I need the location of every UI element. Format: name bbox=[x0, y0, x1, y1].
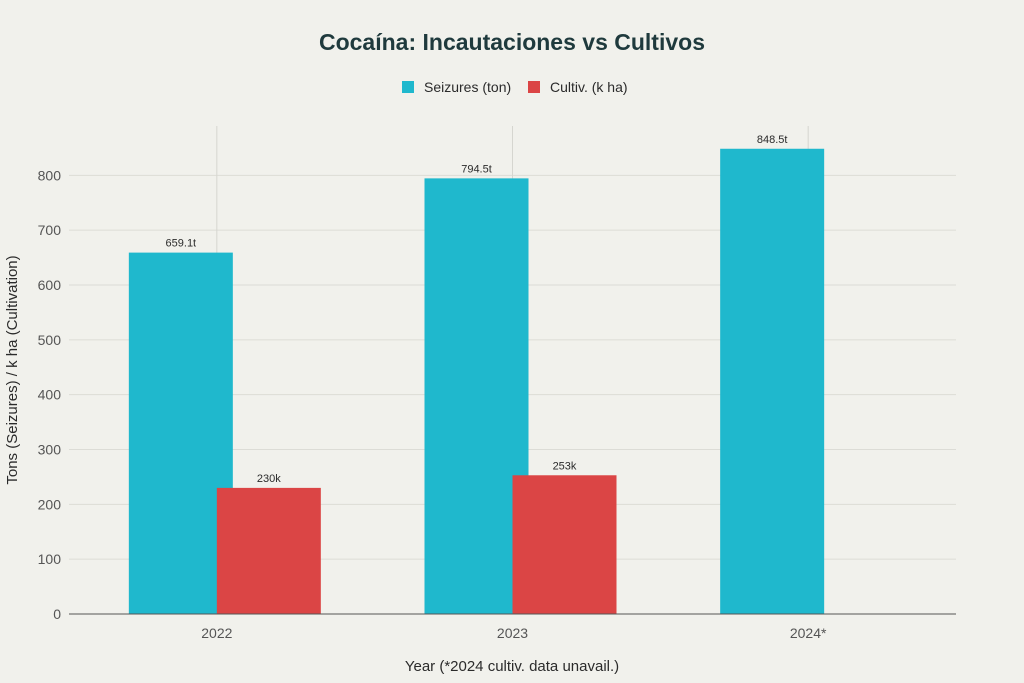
bar-cultivation-2022 bbox=[216, 487, 321, 614]
bars bbox=[128, 148, 825, 615]
bar-seizures-2023 bbox=[424, 178, 529, 614]
data-label-seizures-2022: 659.1t bbox=[166, 238, 197, 250]
legend-label-cultivation: Cultiv. (k ha) bbox=[550, 79, 628, 95]
x-tick-2022: 2022 bbox=[201, 625, 232, 641]
data-labels: 659.1t 230k 794.5t 253k 848.5t bbox=[166, 134, 788, 485]
y-axis-label: Tons (Seizures) / k ha (Cultivation) bbox=[4, 255, 21, 484]
legend-label-seizures: Seizures (ton) bbox=[424, 79, 511, 95]
y-tick-700: 700 bbox=[38, 222, 62, 238]
y-tick-200: 200 bbox=[38, 496, 62, 512]
x-tick-labels: 2022 2023 2024* bbox=[201, 625, 827, 641]
data-label-seizures-2024*: 848.5t bbox=[757, 134, 788, 146]
y-tick-labels: 0 100 200 300 400 500 600 700 800 bbox=[38, 167, 62, 622]
x-tick-2024*: 2024* bbox=[790, 625, 827, 641]
legend-swatch-cultivation bbox=[528, 81, 540, 93]
bar-seizures-2022 bbox=[128, 252, 233, 615]
y-tick-0: 0 bbox=[53, 606, 61, 622]
legend: Seizures (ton) Cultiv. (k ha) bbox=[402, 79, 628, 95]
legend-swatch-seizures bbox=[402, 81, 414, 93]
chart-title: Cocaína: Incautaciones vs Cultivos bbox=[319, 29, 705, 55]
x-tick-2023: 2023 bbox=[497, 625, 528, 641]
data-label-cultivation-2023: 253k bbox=[553, 460, 577, 472]
y-tick-800: 800 bbox=[38, 167, 62, 183]
y-tick-500: 500 bbox=[38, 332, 62, 348]
bar-cultivation-2023 bbox=[512, 475, 617, 614]
y-tick-100: 100 bbox=[38, 551, 62, 567]
data-label-cultivation-2022: 230k bbox=[257, 473, 281, 485]
bar-seizures-2024* bbox=[720, 148, 825, 614]
y-tick-600: 600 bbox=[38, 277, 62, 293]
y-tick-300: 300 bbox=[38, 442, 62, 458]
data-label-seizures-2023: 794.5t bbox=[461, 163, 492, 175]
y-tick-400: 400 bbox=[38, 387, 62, 403]
x-axis-label: Year (*2024 cultiv. data unavail.) bbox=[405, 658, 619, 675]
